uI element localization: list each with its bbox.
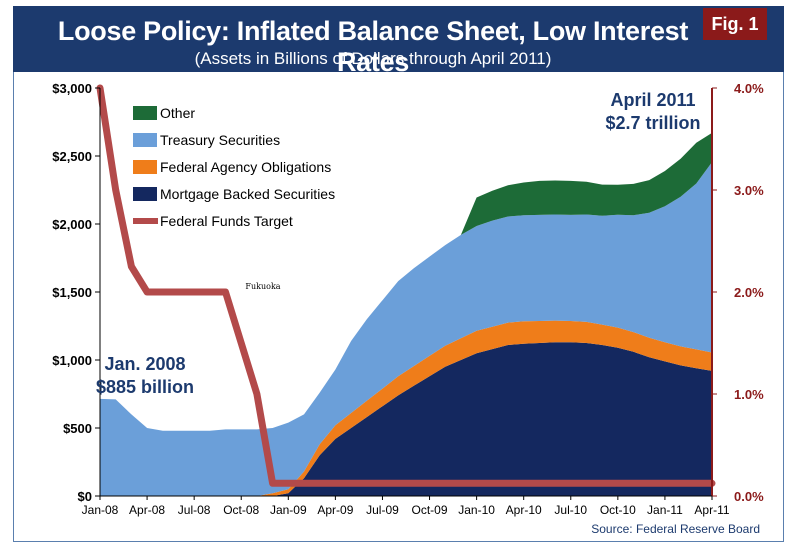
source-note: Source: Federal Reserve Board xyxy=(591,522,760,536)
legend-label-federal-funds-target: Federal Funds Target xyxy=(160,213,293,229)
legend-label-other: Other xyxy=(160,105,195,121)
legend-swatch-federal-agency-obligations xyxy=(133,160,157,174)
annotation-end-value: $2.7 trillion xyxy=(605,113,700,133)
x-tick-label: Jan-11 xyxy=(647,503,683,517)
y-tick-label: $2,000 xyxy=(52,217,92,232)
y-tick-label: $500 xyxy=(63,421,92,436)
line-federal-funds-target xyxy=(96,84,716,487)
y-tick-label: $2,500 xyxy=(52,149,92,164)
x-tick-label: Oct-10 xyxy=(600,503,636,517)
area-other xyxy=(100,132,712,431)
x-tick-label: Oct-09 xyxy=(412,503,448,517)
chart-subtitle: (Assets in Billions of Dollars through A… xyxy=(194,49,552,68)
y2-tick-label: 1.0% xyxy=(734,387,764,402)
y2-tick-label: 2.0% xyxy=(734,285,764,300)
legend-swatch-treasury-securities xyxy=(133,133,157,147)
area-treasury-securities xyxy=(100,162,712,496)
title-banner: Loose Policy: Inflated Balance Sheet, Lo… xyxy=(13,6,784,77)
x-tick-label: Jan-10 xyxy=(458,503,495,517)
annotation-start-date: Jan. 2008 xyxy=(104,354,185,374)
annotation-start-value: $885 billion xyxy=(96,377,194,397)
x-tick-label: Oct-08 xyxy=(223,503,259,517)
legend-swatch-other xyxy=(133,106,157,120)
x-tick-label: Apr-10 xyxy=(506,503,542,517)
y2-tick-label: 3.0% xyxy=(734,183,764,198)
y2-tick-label: 4.0% xyxy=(734,81,764,96)
x-tick-label: Apr-09 xyxy=(317,503,353,517)
x-tick-label: Jan-09 xyxy=(270,503,307,517)
x-tick-label: Jul-08 xyxy=(178,503,211,517)
legend-label-treasury-securities: Treasury Securities xyxy=(160,132,280,148)
x-tick-label: Apr-08 xyxy=(129,503,165,517)
area-mortgage-backed-securities xyxy=(100,342,712,496)
x-tick-label: Apr-11 xyxy=(694,503,729,517)
y-tick-label: $0 xyxy=(78,489,92,504)
x-tick-label: Jul-10 xyxy=(554,503,587,517)
chart-title: Loose Policy: Inflated Balance Sheet, Lo… xyxy=(57,16,689,77)
x-tick-label: Jan-08 xyxy=(82,503,119,517)
y-tick-label: $1,500 xyxy=(52,285,92,300)
legend-label-mortgage-backed-securities: Mortgage Backed Securities xyxy=(160,186,335,202)
figure-label: Fig. 1 xyxy=(703,8,767,40)
y-tick-label: $3,000 xyxy=(52,81,92,96)
y2-tick-label: 0.0% xyxy=(734,489,764,504)
y-tick-label: $1,000 xyxy=(52,353,92,368)
watermark-text: Fukuoka xyxy=(245,282,280,291)
legend-label-federal-agency-obligations: Federal Agency Obligations xyxy=(160,159,331,175)
x-tick-label: Jul-09 xyxy=(366,503,399,517)
annotation-end-date: April 2011 xyxy=(610,90,695,110)
legend-swatch-mortgage-backed-securities xyxy=(133,187,157,201)
